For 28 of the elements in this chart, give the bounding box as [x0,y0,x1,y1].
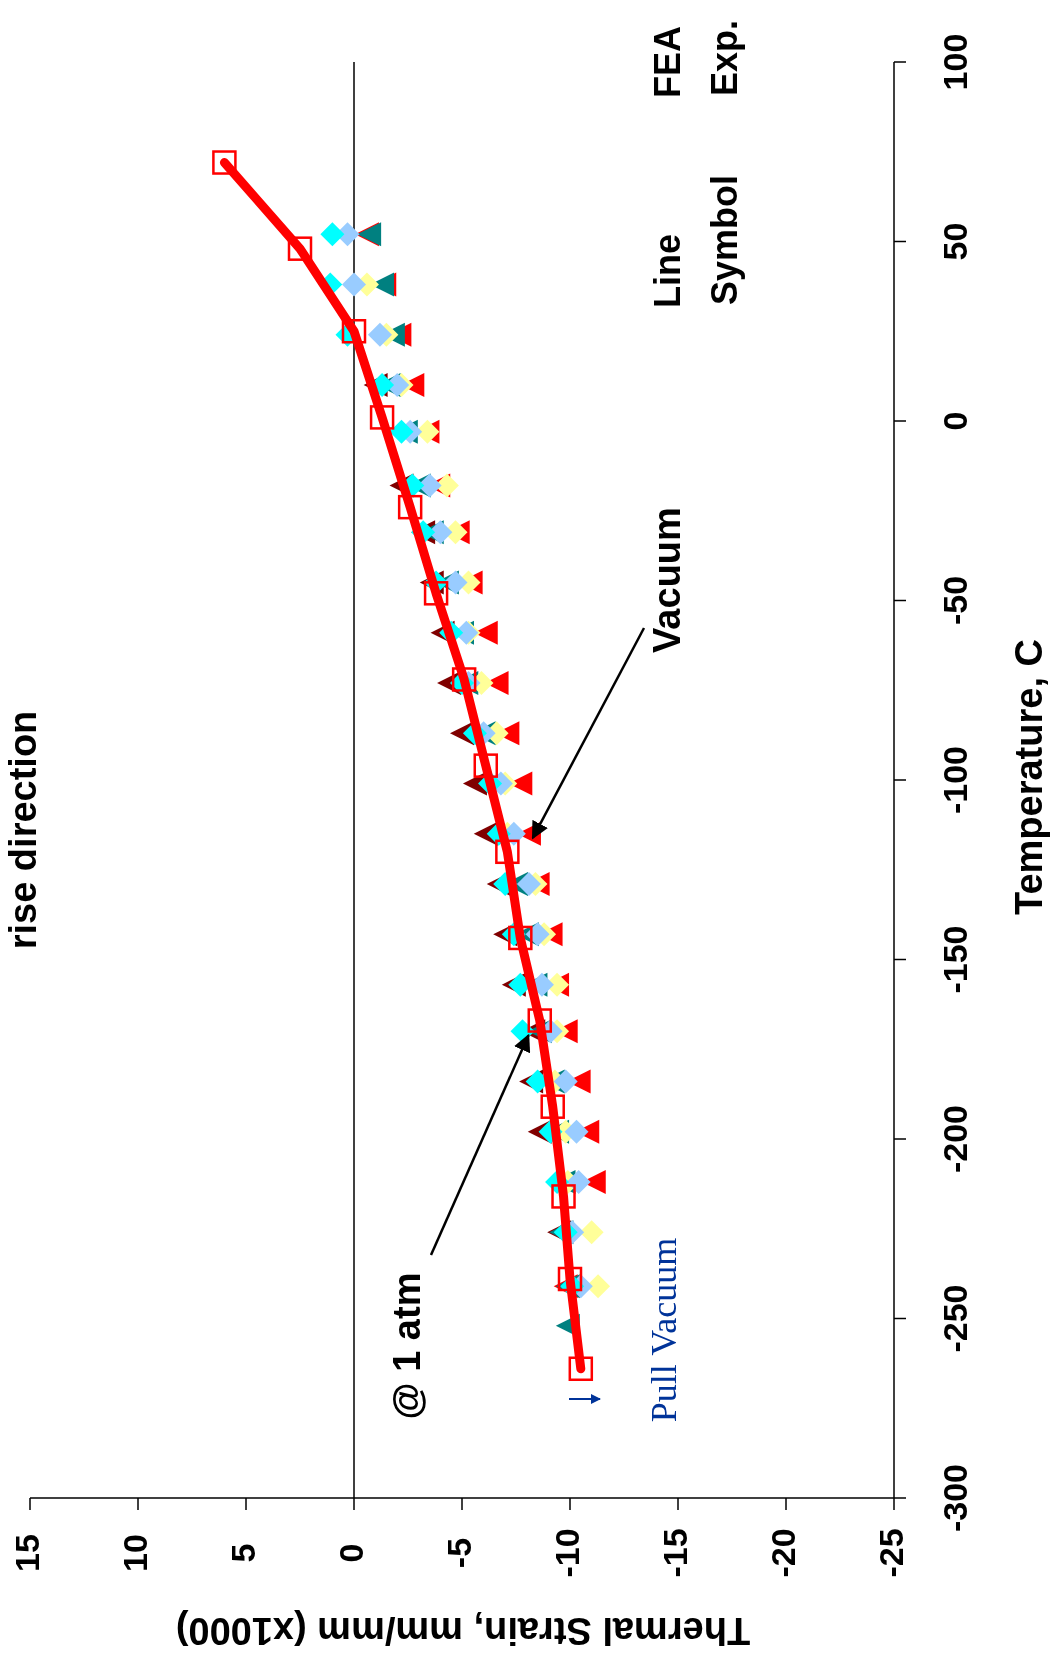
x-tick-label: 10 [115,1534,154,1572]
annotation: FEA [646,26,688,98]
y-tick-label: -300 [935,1463,974,1533]
annotation: Pull Vacuum [644,1237,685,1423]
x-axis-title: Thermal Strain, mm/mm (x1000) [175,1609,751,1652]
y-tick-label: 50 [935,222,974,261]
x-tick-label: -15 [655,1528,694,1578]
y-tick-label: -100 [935,745,974,815]
x-tick-label: -10 [547,1528,586,1578]
annotation: Symbol [703,174,745,306]
x-tick-label: 0 [331,1543,370,1563]
annotation: Line [646,233,688,309]
y-tick-label: -250 [935,1284,974,1353]
annotation: Vacuum [646,507,689,653]
y-tick-label: 100 [935,33,974,91]
x-tick-label: 15 [7,1534,46,1572]
y-tick-label: 0 [935,411,974,431]
y-tick-label: -50 [935,575,974,626]
x-tick-label: 5 [223,1543,262,1563]
y-tick-label: -200 [935,1104,974,1174]
x-tick-label: -5 [439,1537,478,1569]
text: rise direction [2,710,45,950]
y-tick-label: -150 [935,925,974,994]
x-tick-label: -20 [763,1528,802,1578]
y-axis-title: Temperature, C [1008,639,1051,915]
x-tick-label: -25 [871,1528,910,1578]
annotation: @ 1 atm [386,1272,429,1420]
annotation: Exp. [703,19,745,97]
